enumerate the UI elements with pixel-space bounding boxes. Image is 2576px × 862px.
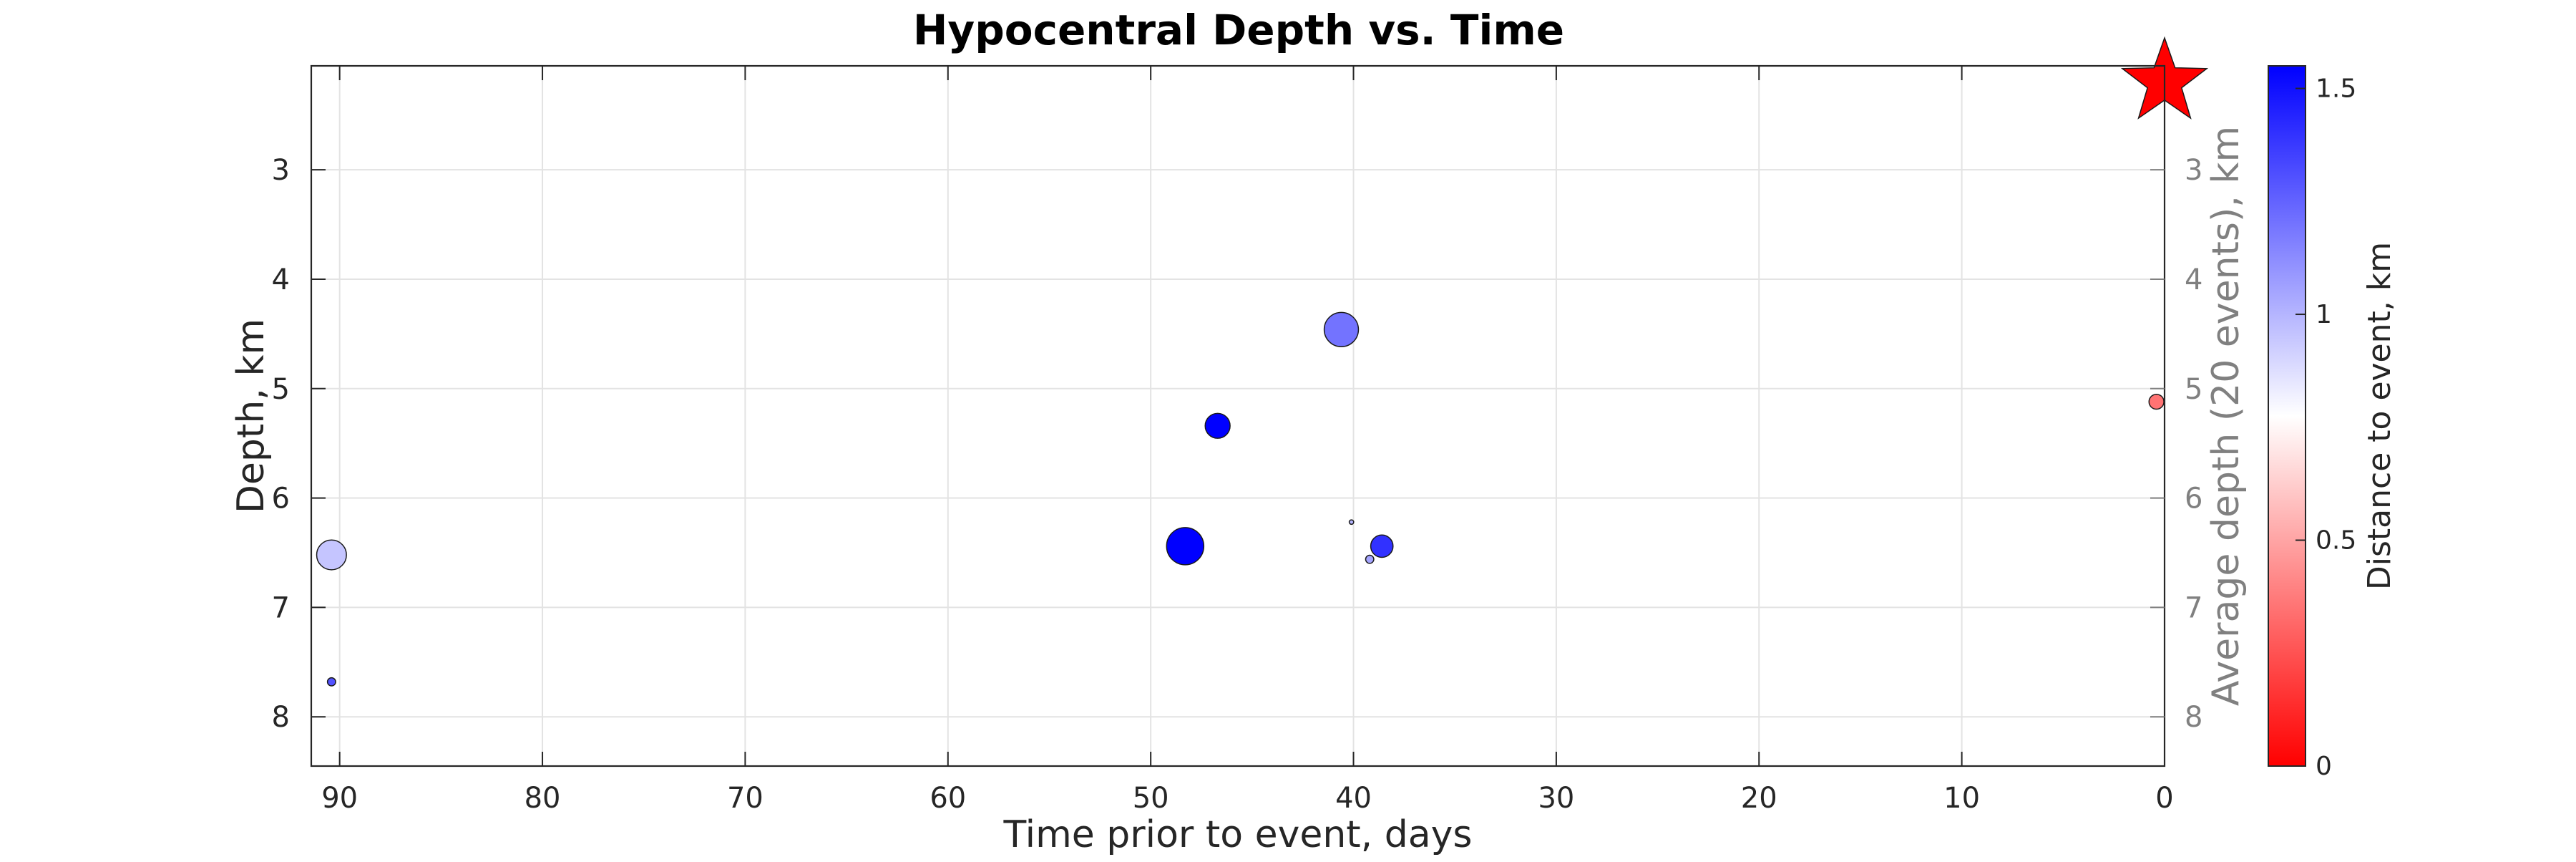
- event-point: [1166, 527, 1205, 566]
- plot-frame: [310, 64, 2166, 767]
- x-tick-label: 0: [2155, 782, 2173, 815]
- chart-title: Hypocentral Depth vs. Time: [913, 6, 1564, 54]
- y-right-tick-label: 7: [2185, 591, 2202, 624]
- event-point: [1365, 554, 1375, 564]
- event-point: [1348, 519, 1355, 526]
- y-right-tick-label: 8: [2185, 701, 2202, 734]
- grid-lines: [311, 66, 2165, 766]
- y-right-tick-label: 4: [2185, 263, 2202, 296]
- colorbar-gradient: [2268, 65, 2306, 767]
- y-tick-label: 5: [272, 373, 290, 406]
- colorbar-label: Distance to event, km: [2361, 242, 2398, 590]
- colorbar-tick-label: 1.5: [2316, 74, 2356, 104]
- x-tick-label: 60: [930, 782, 966, 815]
- x-axis-label: Time prior to event, days: [1003, 813, 1473, 856]
- y-tick-label: 4: [272, 263, 290, 296]
- x-axis-ticks: 90 80 70 60 50 40 30 20 10 0: [321, 66, 2174, 815]
- x-tick-label: 10: [1943, 782, 1980, 815]
- y-right-axis-label: Average depth (20 events), km: [2205, 126, 2248, 706]
- y-axis-label: Depth, km: [230, 319, 273, 513]
- y-right-tick-label: 5: [2185, 373, 2202, 406]
- x-tick-label: 80: [525, 782, 561, 815]
- colorbar-tick-label: 1: [2316, 300, 2332, 329]
- y-tick-label: 8: [272, 701, 290, 734]
- event-point: [2148, 393, 2165, 410]
- x-tick-label: 20: [1741, 782, 1777, 815]
- event-point: [1370, 534, 1394, 558]
- x-tick-label: 70: [727, 782, 763, 815]
- y-tick-label: 3: [272, 154, 290, 187]
- colorbar-ticks: 0 0.5 1 1.5: [2296, 74, 2356, 781]
- x-tick-label: 50: [1133, 782, 1169, 815]
- y-tick-label: 6: [272, 483, 290, 515]
- y-axis-ticks: 3 4 5 6 7 8: [272, 154, 326, 734]
- plot-area: [311, 66, 2165, 766]
- x-tick-label: 90: [321, 782, 358, 815]
- event-point: [1204, 412, 1231, 439]
- event-point: [1323, 311, 1360, 347]
- y-tick-label: 7: [272, 591, 290, 624]
- x-tick-label: 40: [1335, 782, 1372, 815]
- event-point: [326, 677, 336, 687]
- event-point: [316, 539, 347, 571]
- colorbar-tick-label: 0: [2316, 752, 2332, 781]
- colorbar: 0 0.5 1 1.5 Distance to event, km: [2268, 65, 2398, 781]
- colorbar-tick-label: 0.5: [2316, 526, 2356, 556]
- y-right-axis-ticks: 3 4 5 6 7 8: [2150, 154, 2202, 734]
- y-right-tick-label: 3: [2185, 154, 2202, 187]
- y-right-tick-label: 6: [2185, 483, 2202, 515]
- x-tick-label: 30: [1538, 782, 1574, 815]
